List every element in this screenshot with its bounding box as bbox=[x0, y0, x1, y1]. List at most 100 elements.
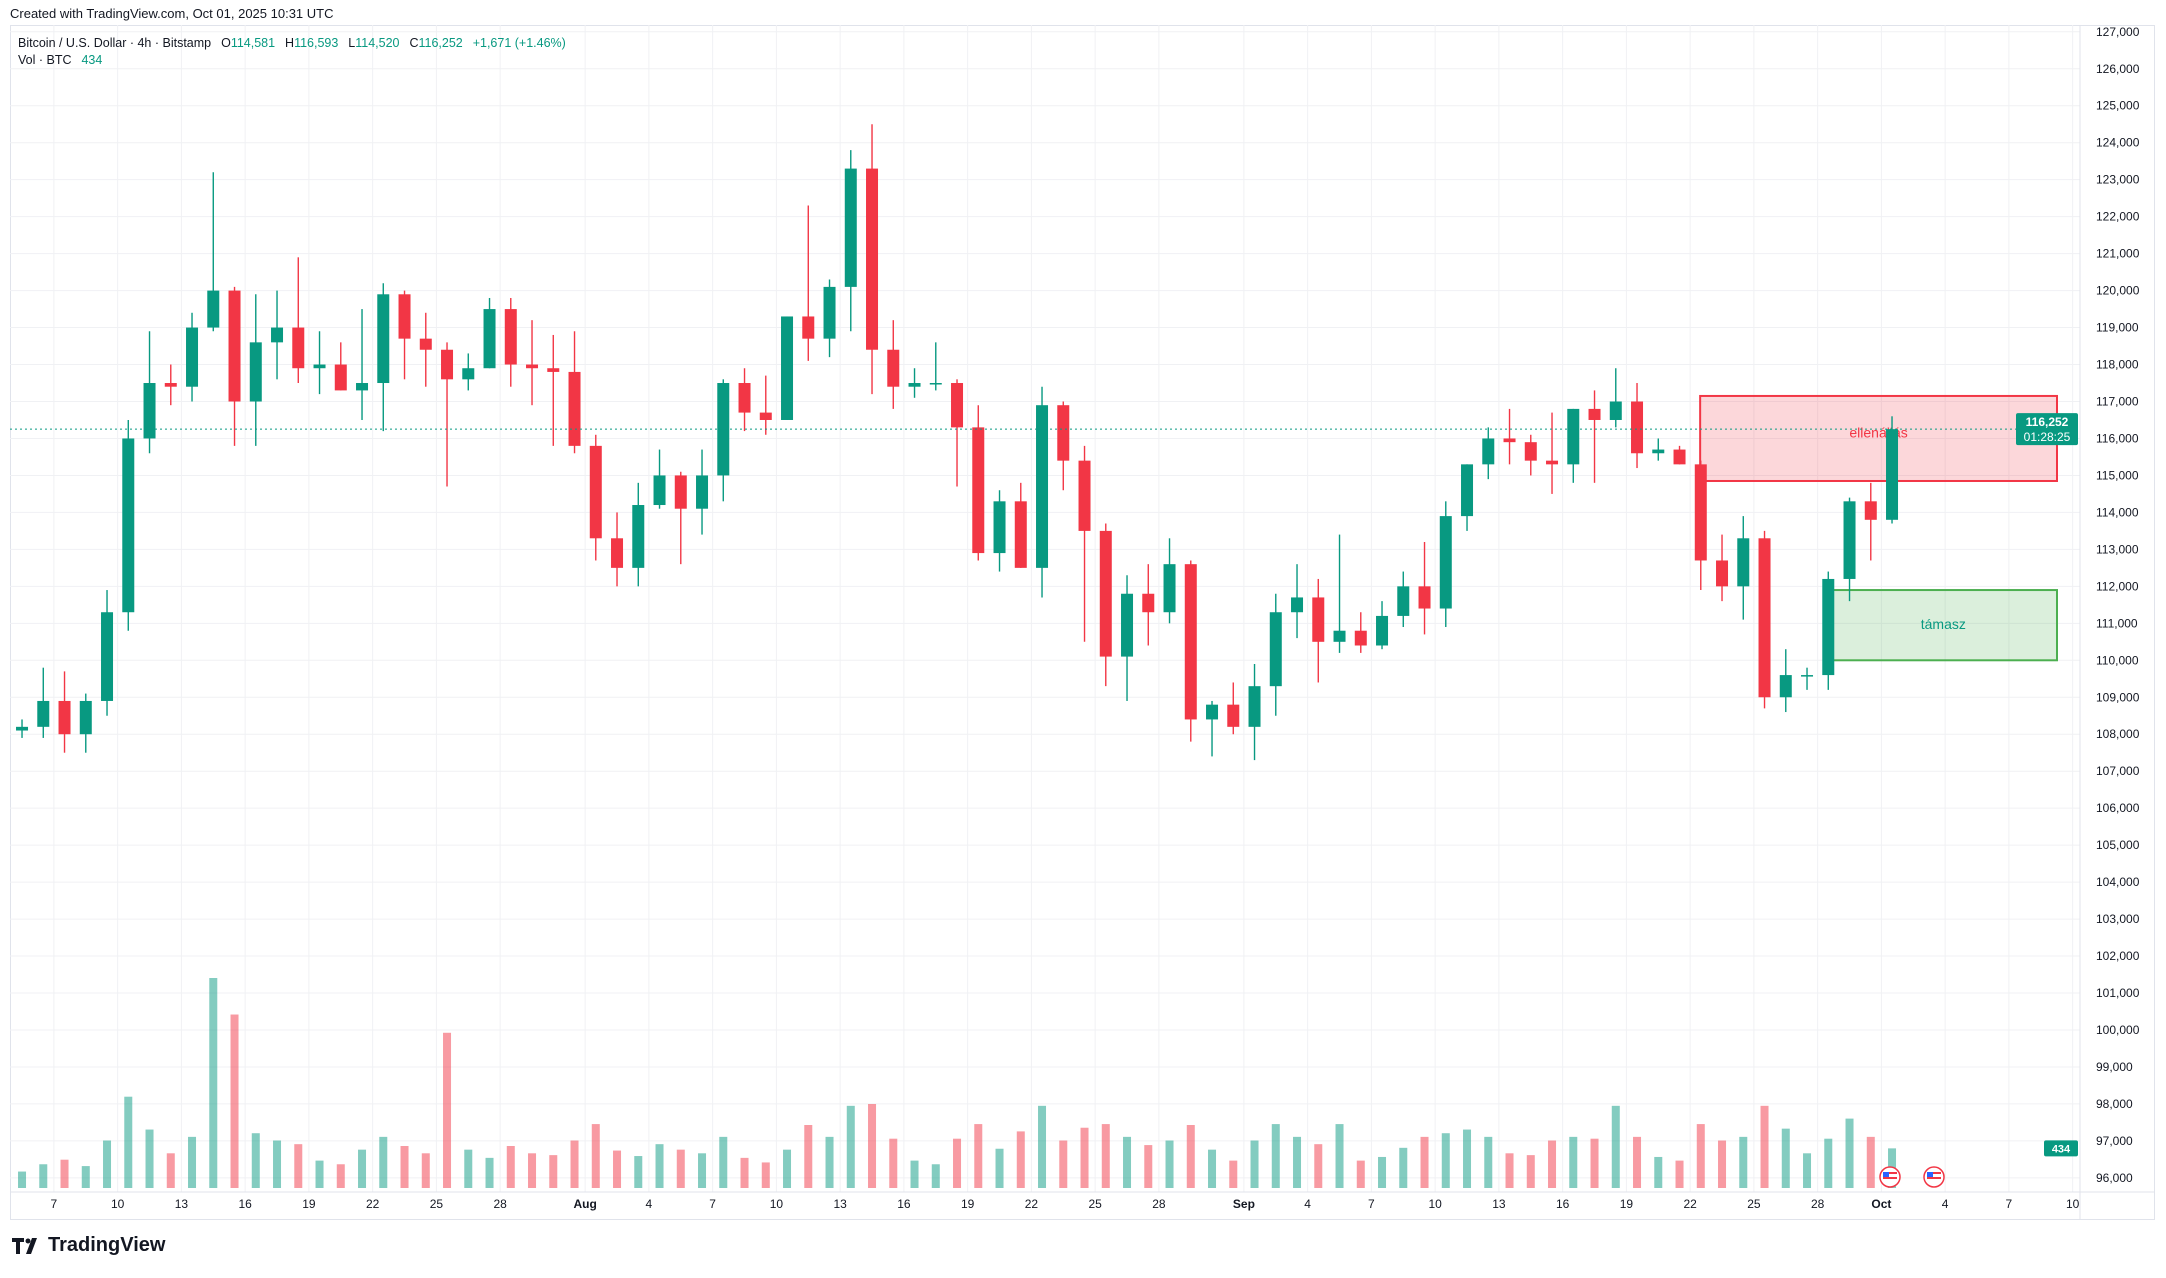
candle-body bbox=[1694, 464, 1707, 561]
time-tick-label: Oct bbox=[1871, 1197, 1891, 1211]
volume-bar bbox=[379, 1136, 388, 1188]
candle-body bbox=[1631, 401, 1644, 454]
candle-body bbox=[972, 427, 985, 554]
price-tick-label: 102,000 bbox=[2096, 949, 2140, 963]
drawing-zones[interactable]: ellenállás támasz bbox=[1699, 394, 2059, 662]
volume-bar bbox=[1526, 1155, 1535, 1188]
volume-label[interactable]: Vol · BTC bbox=[18, 53, 72, 67]
volume-bar bbox=[145, 1129, 154, 1188]
open-value: 114,581 bbox=[230, 36, 276, 50]
volume-bar bbox=[1101, 1124, 1110, 1188]
candle-body bbox=[1036, 405, 1049, 568]
volume-bar bbox=[1335, 1124, 1344, 1188]
volume-bar bbox=[209, 978, 218, 1188]
candle-body bbox=[1269, 612, 1282, 687]
volume-bar bbox=[1016, 1131, 1025, 1188]
time-tick-label: 22 bbox=[366, 1197, 380, 1211]
candle-body bbox=[1078, 460, 1091, 531]
volume-bar bbox=[1569, 1136, 1578, 1188]
resistance-zone bbox=[1699, 394, 2059, 482]
candle-body bbox=[1546, 460, 1559, 465]
volume-bar bbox=[1696, 1124, 1705, 1188]
volume-bar bbox=[1781, 1128, 1790, 1188]
volume-bar bbox=[634, 1156, 643, 1188]
candle-body bbox=[1737, 538, 1750, 587]
volume-bar bbox=[846, 1105, 855, 1188]
tradingview-brand: TradingView bbox=[48, 1234, 166, 1256]
close-value: 116,252 bbox=[418, 36, 463, 50]
volume-bar bbox=[1505, 1153, 1514, 1188]
volume-bar bbox=[124, 1096, 133, 1188]
time-tick-label: 13 bbox=[175, 1197, 189, 1211]
candle-body bbox=[1312, 597, 1325, 642]
candle-body bbox=[1418, 586, 1431, 609]
candle-body bbox=[1248, 686, 1261, 727]
candle-body bbox=[1206, 704, 1219, 720]
candle-body bbox=[908, 383, 921, 387]
time-tick-label: 10 bbox=[2066, 1197, 2080, 1211]
time-tick-label: Aug bbox=[573, 1197, 596, 1211]
volume-bar bbox=[358, 1149, 367, 1188]
volume-bar bbox=[485, 1157, 494, 1188]
candle-body bbox=[334, 364, 347, 391]
chart-frame bbox=[10, 25, 2155, 1220]
volume-bar bbox=[230, 1014, 239, 1188]
candle-body bbox=[377, 294, 390, 384]
candle-body bbox=[929, 383, 942, 385]
price-tick-label: 105,000 bbox=[2096, 838, 2140, 852]
price-tick-label: 115,000 bbox=[2096, 468, 2139, 482]
candle-body bbox=[483, 309, 496, 369]
volume-bar bbox=[1186, 1125, 1195, 1188]
candle-body bbox=[1184, 564, 1197, 720]
candle-body bbox=[1886, 429, 1899, 520]
volume-bar bbox=[443, 1032, 452, 1188]
event-flag-icon[interactable] bbox=[1879, 1166, 1901, 1188]
change-value: +1,671 (+1.46%) bbox=[472, 36, 566, 50]
volume-tag: 434 bbox=[2044, 1140, 2078, 1157]
price-tick-label: 109,000 bbox=[2096, 690, 2140, 704]
price-tick-label: 110,000 bbox=[2096, 653, 2139, 667]
candle-body bbox=[759, 412, 772, 420]
candle-body bbox=[186, 327, 199, 387]
price-tick-label: 98,000 bbox=[2096, 1097, 2133, 1111]
volume-bar bbox=[400, 1146, 409, 1188]
candle-body bbox=[101, 612, 114, 701]
price-axis[interactable]: 127,000 126,000 125,000 124,000 123,000 122,0… bbox=[2096, 25, 2140, 1185]
time-tick-label: 7 bbox=[709, 1197, 716, 1211]
price-tick-label: 123,000 bbox=[2096, 173, 2140, 187]
volume-value: 434 bbox=[81, 53, 103, 67]
volume-bars bbox=[18, 978, 1897, 1188]
candle-body bbox=[1333, 630, 1346, 642]
volume-bar bbox=[570, 1140, 579, 1188]
volume-bar bbox=[1038, 1105, 1047, 1188]
candle-body bbox=[1716, 560, 1729, 587]
volume-bar bbox=[1144, 1145, 1153, 1188]
candle-body bbox=[122, 438, 135, 613]
volume-bar bbox=[1080, 1127, 1089, 1188]
candle-body bbox=[228, 290, 241, 402]
support-zone-label: támasz bbox=[1921, 616, 1966, 632]
volume-bar bbox=[1654, 1156, 1663, 1188]
candle-body bbox=[1099, 530, 1112, 657]
volume-bar bbox=[528, 1153, 537, 1188]
symbol-title[interactable]: Bitcoin / U.S. Dollar · 4h · Bitstamp bbox=[18, 36, 212, 50]
volume-bar bbox=[1760, 1105, 1769, 1188]
candle-body bbox=[1567, 408, 1580, 465]
candle-body bbox=[1843, 501, 1856, 579]
candle-body bbox=[632, 505, 645, 568]
volume-bar bbox=[251, 1133, 260, 1188]
volume-bar bbox=[1250, 1140, 1259, 1188]
volume-bar bbox=[1059, 1140, 1068, 1188]
candle-body bbox=[1142, 593, 1155, 613]
event-flag-icon[interactable] bbox=[1923, 1166, 1945, 1188]
price-tick-label: 124,000 bbox=[2096, 136, 2140, 150]
volume-bar bbox=[1718, 1140, 1727, 1188]
candle-body bbox=[16, 726, 29, 731]
time-tick-label: 7 bbox=[51, 1197, 58, 1211]
time-axis[interactable]: 7 10 13 16 19 22 25 28 Aug 4 7 10 13 16 19 22 25 28 Sep 4 7 1… bbox=[51, 1197, 2080, 1211]
candle-body bbox=[1864, 501, 1877, 520]
volume-bar bbox=[1463, 1129, 1472, 1188]
time-tick-label: 19 bbox=[961, 1197, 975, 1211]
tradingview-logo[interactable]: TradingView bbox=[12, 1234, 165, 1257]
